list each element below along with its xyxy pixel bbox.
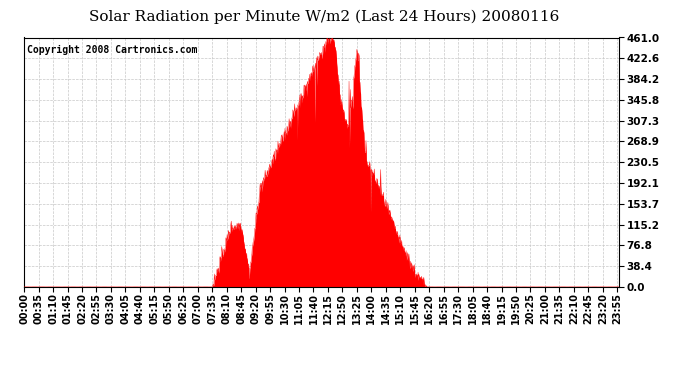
Text: Copyright 2008 Cartronics.com: Copyright 2008 Cartronics.com [27,45,197,55]
Text: Solar Radiation per Minute W/m2 (Last 24 Hours) 20080116: Solar Radiation per Minute W/m2 (Last 24… [89,9,560,24]
